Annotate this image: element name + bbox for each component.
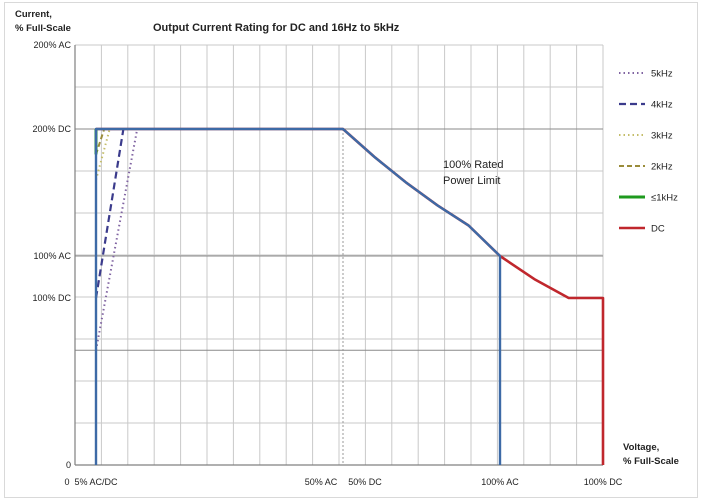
y-tick-label: 200% DC: [32, 124, 71, 134]
x-tick-label: 5% AC/DC: [74, 477, 118, 487]
legend-label: ≤1kHz: [651, 193, 678, 204]
legend-label: DC: [651, 224, 665, 235]
annotation-line2: Power Limit: [443, 175, 500, 187]
series-5khz: [95, 128, 139, 351]
x-tick-label: 100% AC: [481, 477, 519, 487]
y-tick-label: 0: [66, 460, 71, 470]
chart-frame: 0 5% AC/DC 50% AC 50% DC 100% AC 100% DC 0 100%…: [4, 2, 698, 498]
legend-label: 3kHz: [651, 131, 673, 142]
y-tick-label: 100% AC: [33, 251, 71, 261]
chart-title: Output Current Rating for DC and 16Hz to…: [153, 22, 400, 34]
legend-label: 4kHz: [651, 100, 673, 111]
x-tick-label: 50% DC: [348, 477, 382, 487]
y-axis-label-line1: Current,: [15, 9, 52, 20]
x-axis-label-line2: % Full-Scale: [623, 456, 679, 467]
x-tick-label: 100% DC: [584, 477, 623, 487]
legend-label: 2kHz: [651, 162, 673, 173]
series-3khz: [95, 128, 111, 181]
x-tick-label: 0: [64, 477, 69, 487]
series-4khz: [94, 128, 125, 299]
tick-labels: 0 5% AC/DC 50% AC 50% DC 100% AC 100% DC0100%…: [32, 40, 622, 487]
grid: [74, 44, 604, 466]
x-axis-label-line1: Voltage,: [623, 442, 659, 453]
y-axis-label-line2: % Full-Scale: [15, 23, 71, 34]
y-tick-label: 200% AC: [33, 40, 71, 50]
annotation-line1: 100% Rated: [443, 159, 504, 171]
y-tick-label: 100% DC: [32, 293, 71, 303]
series-layer: [94, 127, 605, 465]
series-ac: [94, 127, 502, 465]
x-tick-label: 50% AC: [305, 477, 338, 487]
output-current-chart: 0 5% AC/DC 50% AC 50% DC 100% AC 100% DC0100%…: [15, 9, 679, 487]
legend-label: 5kHz: [651, 69, 673, 80]
legend: 5kHz 4kHz 3kHz 2kHz ≤1kHz DC: [619, 69, 678, 235]
axes: [74, 45, 603, 466]
